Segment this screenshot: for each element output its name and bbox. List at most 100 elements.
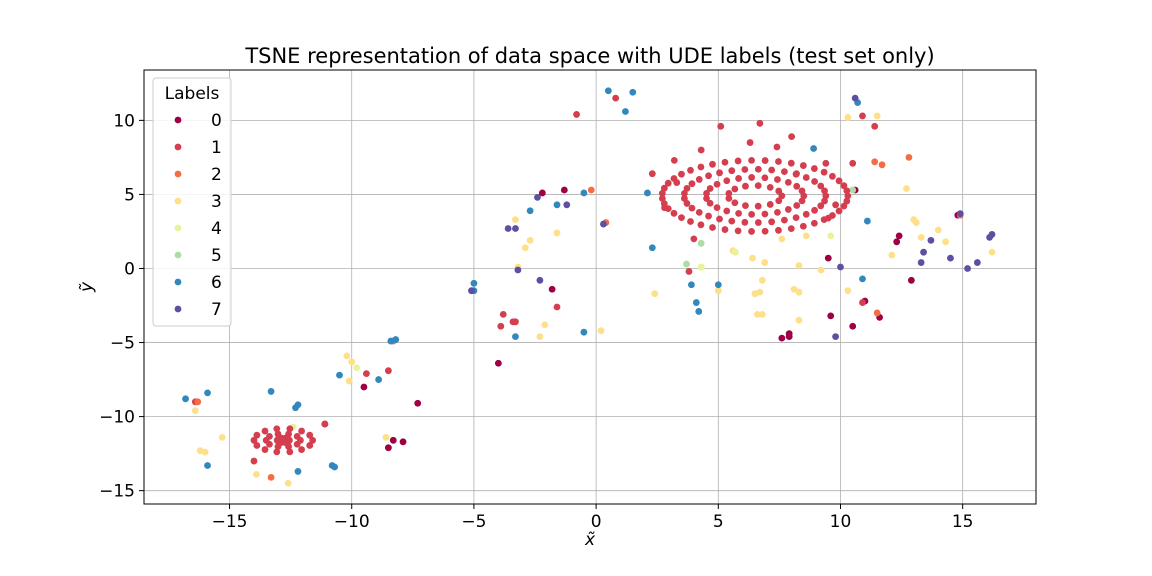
x-tick-label: −5 [461, 512, 486, 532]
data-point [658, 195, 666, 202]
x-tick-label: 0 [591, 512, 602, 532]
data-point-series-0 [785, 333, 793, 341]
data-point [697, 163, 705, 171]
data-point-series-6 [863, 217, 871, 225]
data-points [182, 87, 996, 487]
data-point-series-3 [541, 321, 549, 329]
data-point-series-6 [512, 333, 519, 341]
data-point [742, 202, 749, 209]
data-point-series-1 [871, 122, 879, 130]
data-point-series-6 [204, 462, 211, 469]
data-point-series-0 [414, 399, 422, 407]
data-point-series-0 [360, 383, 368, 391]
data-point-series-7 [536, 276, 544, 284]
data-point-series-0 [827, 312, 835, 320]
data-point-series-3 [903, 185, 910, 192]
data-point-series-3 [758, 276, 766, 284]
y-tick-label: −5 [110, 334, 135, 354]
legend-label: 4 [211, 219, 222, 239]
data-point [793, 202, 801, 209]
data-point-series-1 [849, 159, 857, 167]
data-point-series-1 [384, 367, 392, 375]
data-point [829, 172, 836, 180]
data-point [284, 438, 292, 446]
data-point [293, 432, 301, 440]
data-point [660, 184, 668, 192]
data-point [306, 442, 314, 449]
data-point [761, 174, 769, 182]
data-point [309, 436, 317, 444]
data-point [802, 210, 810, 218]
data-point-series-2 [878, 161, 886, 169]
data-point-series-3 [873, 112, 881, 120]
data-point-series-7 [917, 259, 925, 266]
data-point [775, 158, 782, 165]
data-point [840, 182, 848, 190]
data-point [721, 226, 729, 233]
data-point [784, 178, 792, 186]
data-point [728, 167, 736, 175]
x-axis-label: x̃ [584, 530, 596, 550]
data-point [286, 448, 294, 456]
data-point-series-1 [717, 122, 725, 130]
data-point [754, 202, 762, 210]
data-point-series-6 [580, 328, 588, 336]
data-point [713, 204, 721, 211]
data-point-series-3 [284, 479, 292, 487]
data-point [802, 174, 810, 181]
data-point [688, 180, 696, 188]
data-point [266, 440, 273, 448]
data-point-series-7 [947, 254, 954, 262]
data-point [835, 207, 843, 215]
data-point [728, 217, 736, 225]
x-tick-label: −10 [334, 512, 370, 532]
data-point-series-1 [362, 370, 370, 378]
data-point [780, 168, 788, 176]
data-point-series-0 [560, 186, 568, 194]
data-point-series-1 [553, 303, 561, 311]
data-point [811, 178, 818, 185]
data-point [754, 219, 762, 226]
data-point [709, 160, 716, 168]
data-point [723, 177, 731, 185]
data-point-series-1 [822, 159, 830, 167]
data-point-series-7 [927, 236, 935, 244]
data-point-series-5 [849, 186, 857, 194]
data-point-series-1 [832, 201, 840, 209]
data-point [695, 176, 703, 183]
data-point [821, 197, 828, 205]
legend-label: 3 [211, 192, 222, 212]
data-point-series-2 [905, 153, 913, 161]
data-point-series-6 [629, 88, 637, 96]
data-point-series-6 [695, 308, 703, 315]
data-point-series-3 [756, 288, 764, 296]
legend-label: 0 [211, 111, 222, 131]
data-point-series-5 [697, 239, 705, 247]
data-point-series-1 [573, 111, 580, 118]
data-point-series-4 [827, 232, 835, 240]
data-point-series-0 [538, 189, 546, 197]
legend-label: 1 [211, 138, 222, 158]
data-point [298, 446, 305, 453]
data-point [687, 218, 694, 225]
data-point-series-7 [563, 201, 571, 209]
data-point-series-3 [795, 316, 803, 324]
data-point-series-3 [348, 358, 356, 366]
data-point-series-7 [468, 287, 475, 295]
y-tick-label: 5 [124, 185, 135, 205]
data-point [787, 159, 795, 167]
data-point [721, 158, 729, 166]
data-point [799, 222, 807, 230]
legend-label: 7 [211, 300, 222, 320]
data-point-series-7 [920, 248, 927, 256]
data-point [810, 219, 818, 227]
data-point [748, 210, 756, 218]
data-point [820, 216, 828, 224]
data-point [660, 200, 668, 208]
data-point-series-1 [788, 133, 796, 141]
data-point-series-2 [587, 186, 595, 194]
data-point [705, 212, 712, 220]
data-point-series-1 [756, 119, 764, 127]
data-point-series-3 [536, 333, 544, 341]
data-point-series-6 [267, 388, 275, 395]
